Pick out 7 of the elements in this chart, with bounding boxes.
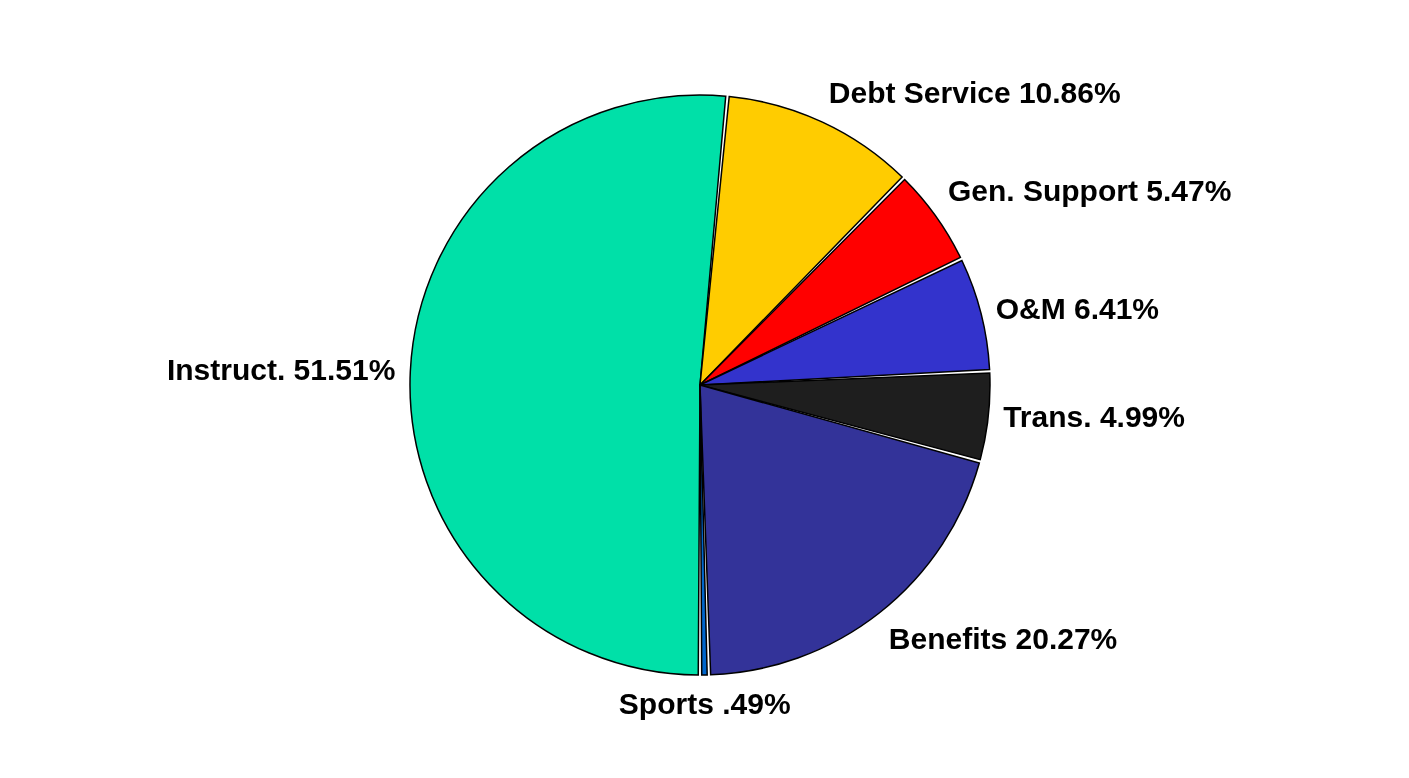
slice-label: Debt Service 10.86%: [828, 75, 1121, 109]
slice-label: Gen. Support 5.47%: [947, 174, 1232, 208]
slice-label: Instruct. 51.51%: [166, 352, 396, 386]
slice-label: Trans. 4.99%: [1003, 400, 1185, 434]
slice-label: Sports .49%: [618, 686, 791, 720]
slice-label: O&M 6.41%: [995, 291, 1160, 325]
slice-label: Benefits 20.27%: [888, 621, 1118, 655]
